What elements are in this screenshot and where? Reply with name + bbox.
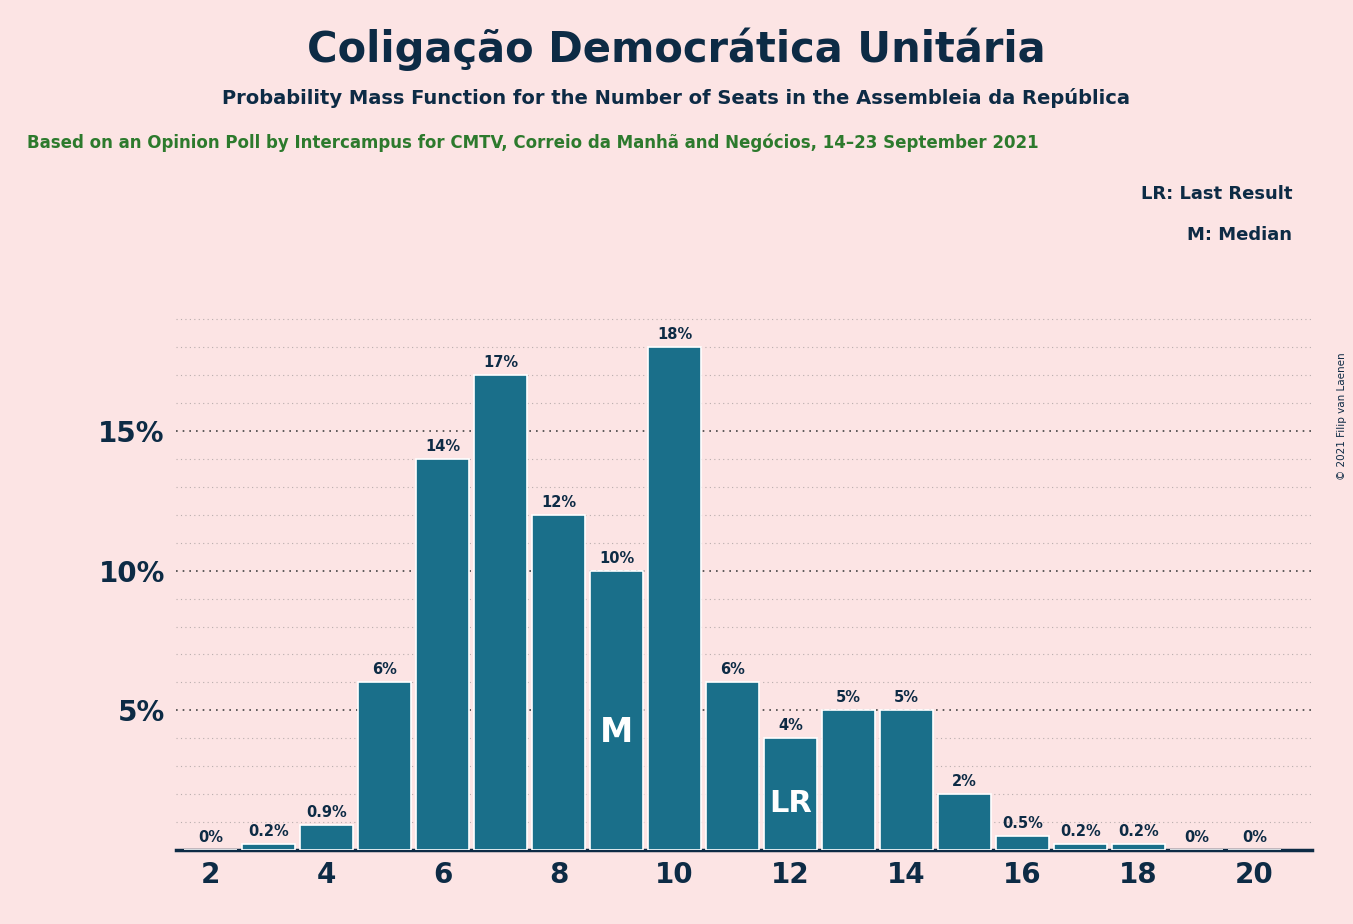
Text: 0%: 0% <box>1242 830 1266 845</box>
Text: 0.2%: 0.2% <box>249 824 290 840</box>
Bar <box>821 711 875 850</box>
Bar <box>706 683 759 850</box>
Text: 5%: 5% <box>894 690 919 705</box>
Bar <box>300 825 353 850</box>
Bar <box>996 836 1049 850</box>
Bar <box>359 683 411 850</box>
Text: 18%: 18% <box>658 327 693 342</box>
Text: M: M <box>599 716 633 749</box>
Text: Probability Mass Function for the Number of Seats in the Assembleia da República: Probability Mass Function for the Number… <box>222 88 1131 108</box>
Text: 4%: 4% <box>778 718 802 734</box>
Bar <box>590 571 643 850</box>
Text: M: Median: M: Median <box>1187 226 1292 244</box>
Text: 0%: 0% <box>198 830 223 845</box>
Text: LR: Last Result: LR: Last Result <box>1141 185 1292 202</box>
Bar <box>474 375 528 850</box>
Bar <box>648 347 701 850</box>
Text: Based on an Opinion Poll by Intercampus for CMTV, Correio da Manhã and Negócios,: Based on an Opinion Poll by Intercampus … <box>27 134 1039 152</box>
Text: 0.5%: 0.5% <box>1003 816 1043 831</box>
Bar <box>879 711 934 850</box>
Text: 14%: 14% <box>425 439 460 454</box>
Text: Coligação Democrática Unitária: Coligação Democrática Unitária <box>307 28 1046 71</box>
Bar <box>938 795 992 850</box>
Bar <box>1054 845 1107 850</box>
Text: 17%: 17% <box>483 355 518 370</box>
Text: © 2021 Filip van Laenen: © 2021 Filip van Laenen <box>1337 352 1348 480</box>
Bar <box>415 459 469 850</box>
Text: 2%: 2% <box>953 774 977 789</box>
Text: 6%: 6% <box>720 663 746 677</box>
Bar <box>764 738 817 850</box>
Text: 0%: 0% <box>1184 830 1210 845</box>
Text: LR: LR <box>769 788 812 818</box>
Bar <box>532 515 586 850</box>
Bar <box>1112 845 1165 850</box>
Bar <box>242 845 295 850</box>
Text: 6%: 6% <box>372 663 396 677</box>
Text: 5%: 5% <box>836 690 861 705</box>
Text: 0.9%: 0.9% <box>306 805 346 820</box>
Text: 12%: 12% <box>541 494 576 510</box>
Text: 0.2%: 0.2% <box>1118 824 1158 840</box>
Text: 10%: 10% <box>599 551 635 565</box>
Text: 0.2%: 0.2% <box>1061 824 1101 840</box>
